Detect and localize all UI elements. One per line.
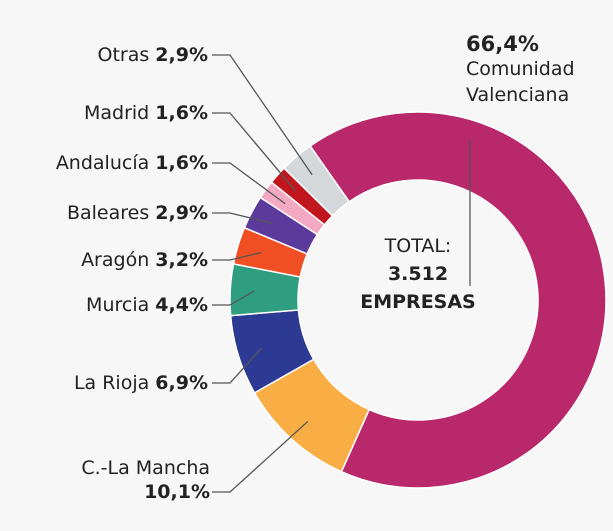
total: 3.512 [388,263,448,285]
segment-label: C.-La Mancha 10,1% [60,456,210,504]
label-value: 6,9% [155,372,208,394]
segment-label: Baleares 2,9% [0,201,208,225]
donut-segment [282,144,351,217]
label-value: 1,6% [155,152,208,174]
leader-line [212,290,255,306]
leader-line [212,162,286,205]
segment-label: 66,4% Comunidad Valenciana [466,32,596,108]
leader-line [212,420,309,493]
label-name: Baleares [66,202,150,224]
label-value: 3,2% [155,249,208,271]
segment-label: La Rioja 6,9% [0,371,208,395]
segment-label: Aragón 3,2% [0,248,208,272]
leader-line [212,112,297,192]
label-value: 2,9% [155,202,208,224]
segment-label: Murcia 4,4% [0,293,208,317]
label-name: Otras [97,44,150,66]
label-name: C.-La Mancha [81,457,210,479]
segment-label: Andalucía 1,6% [0,151,208,175]
label-name: Andalucía [55,152,150,174]
label-name: La Rioja [73,372,150,394]
label-name: Aragón [81,249,150,271]
leader-line [212,54,313,176]
label-name: Murcia [86,294,150,316]
segment-label: Madrid 1,6% [0,101,208,125]
leader-line [212,348,262,384]
label-value: 1,6% [155,102,208,124]
label-value: 2,9% [155,44,208,66]
label-value: 10,1% [144,481,210,503]
donut-segment [309,111,607,489]
label-value: 66,4% [466,32,539,56]
leader-line [212,251,262,261]
label-name: Comunidad Valenciana [466,58,575,106]
label-name: Madrid [84,102,150,124]
total-unit: EMPRESAS [360,291,476,313]
segment-label: Otras 2,9% [0,43,208,67]
label-value: 4,4% [155,294,208,316]
leader-line [212,212,274,225]
center-title: TOTAL: [384,235,452,257]
